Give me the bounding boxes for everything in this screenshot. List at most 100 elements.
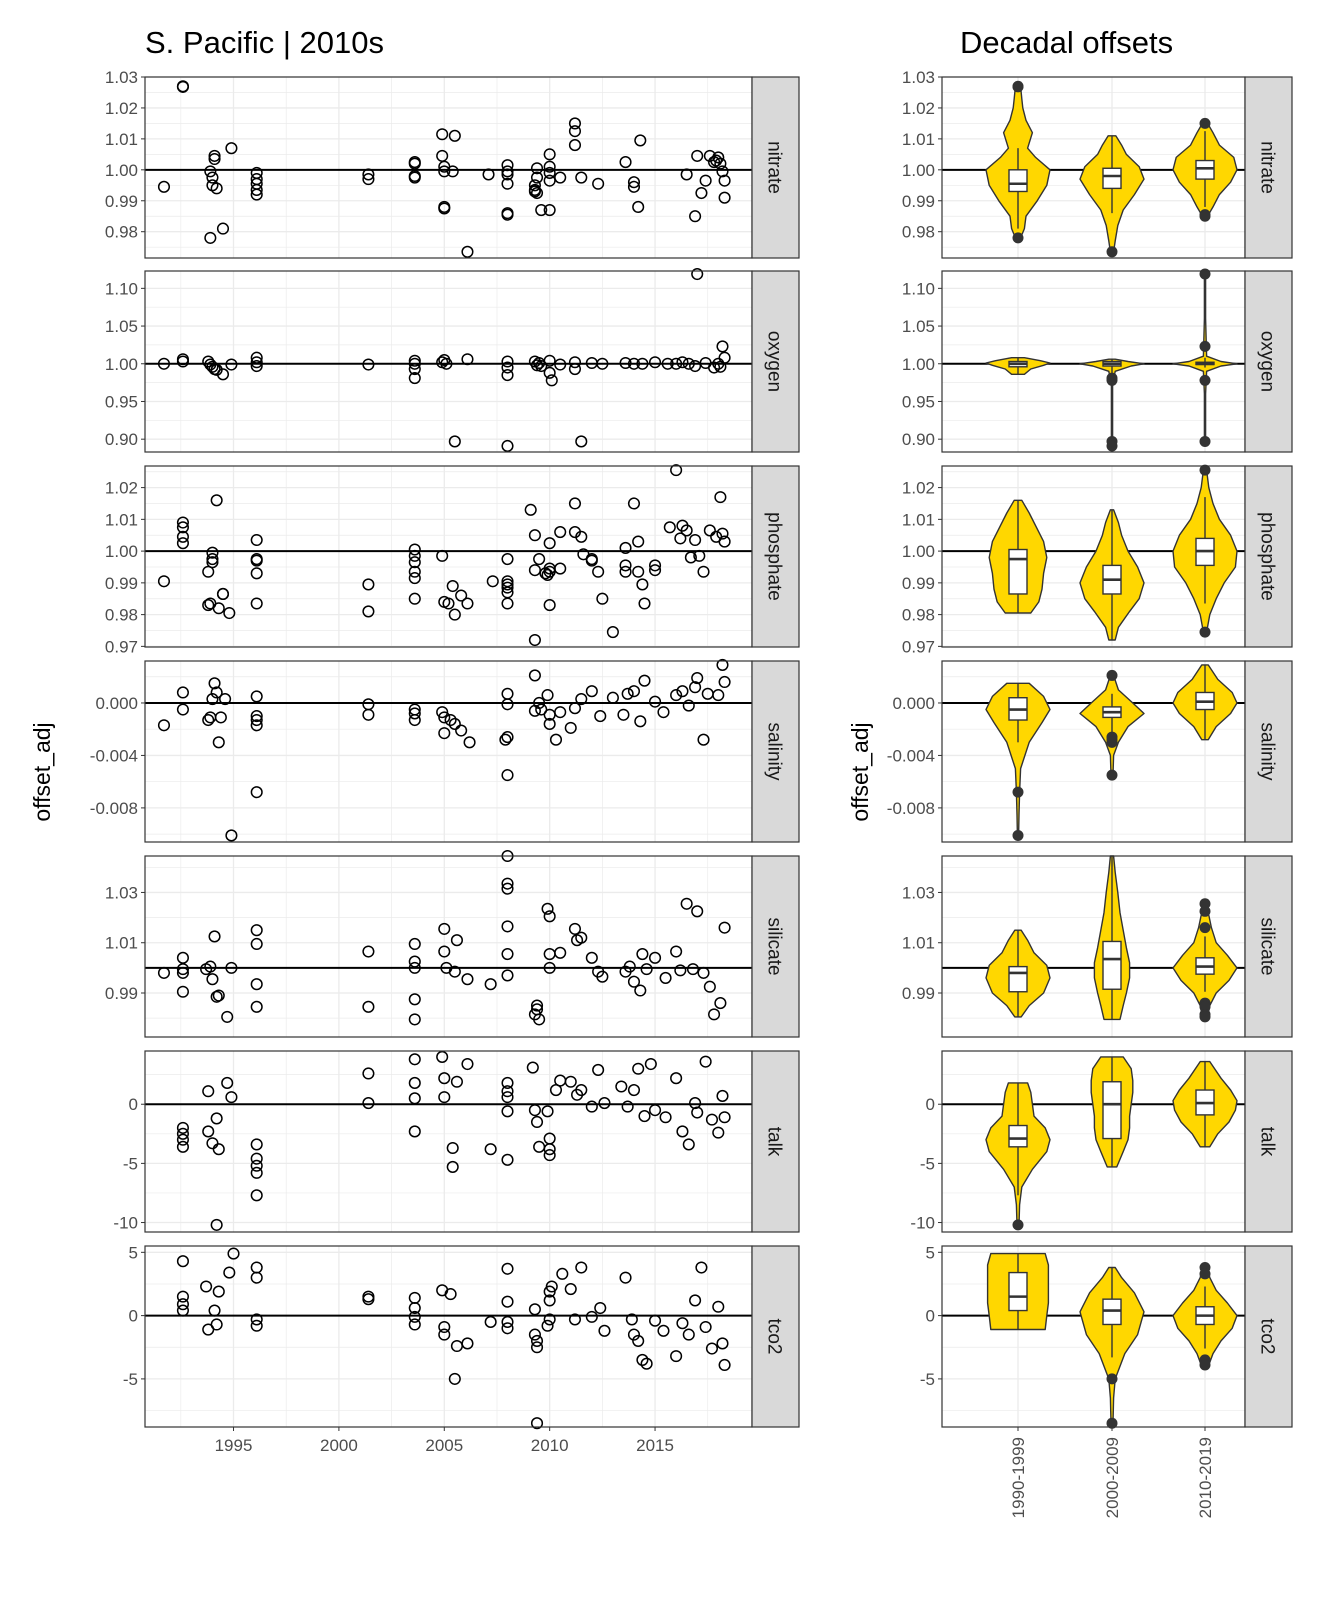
data-point-phosphate	[689, 533, 702, 547]
data-point-tco2	[212, 1285, 225, 1298]
data-point-tco2	[598, 1324, 611, 1337]
data-point-tco2	[438, 1320, 451, 1334]
data-point-phosphate	[206, 556, 219, 569]
data-point-phosphate	[585, 554, 598, 567]
data-point-talk	[501, 1105, 514, 1118]
data-point-oxygen	[501, 361, 514, 374]
data-point-silicate	[501, 920, 514, 933]
data-point-talk	[210, 1218, 223, 1231]
data-point-salinity	[499, 733, 512, 746]
data-point-tco2	[176, 1290, 189, 1303]
data-point-tco2	[250, 1319, 263, 1332]
data-point-salinity	[689, 681, 702, 694]
data-point-phosphate	[176, 521, 189, 534]
outlier-point	[1199, 435, 1211, 447]
data-point-silicate	[438, 922, 451, 935]
data-point-silicate	[554, 946, 567, 959]
violin-y-tick-label: 0.99	[902, 984, 935, 1003]
data-point-phosphate	[619, 565, 632, 578]
data-point-oxygen	[596, 357, 609, 370]
data-point-tco2	[461, 1337, 474, 1350]
data-point-silicate	[250, 978, 263, 991]
data-point-nitrate	[680, 168, 693, 181]
violin-y-tick-label: 1.01	[902, 934, 935, 953]
data-point-phosphate	[528, 633, 541, 647]
data-point-talk	[638, 1110, 651, 1123]
data-point-talk	[501, 1091, 514, 1104]
data-point-oxygen	[408, 362, 421, 376]
outlier-point	[1106, 669, 1118, 681]
data-point-salinity	[408, 713, 421, 727]
scatter-y-tick-label: 0.95	[105, 392, 138, 411]
data-point-salinity	[408, 707, 421, 720]
violin-strip-label: talk	[1257, 1127, 1278, 1157]
data-point-salinity	[225, 829, 238, 842]
data-point-silicate	[501, 969, 514, 982]
data-point-salinity	[448, 717, 461, 731]
data-point-nitrate	[438, 202, 451, 215]
data-point-tco2	[501, 1322, 514, 1335]
data-point-tco2	[200, 1280, 213, 1293]
outlier-point	[1106, 1373, 1118, 1385]
data-point-tco2	[176, 1304, 189, 1317]
data-point-talk	[176, 1127, 189, 1140]
scatter-strip	[751, 855, 800, 1038]
data-point-talk	[408, 1092, 421, 1105]
scatter-panel-title: S. Pacific | 2010s	[145, 25, 384, 60]
outlier-point	[1106, 440, 1118, 452]
outlier-point	[1199, 1011, 1211, 1023]
violin-facet-tco2: -5 0 5 tco2	[920, 1243, 1293, 1429]
scatter-y-tick-label: -5	[123, 1370, 138, 1389]
data-point-nitrate	[714, 157, 727, 170]
violin-y-tick-label: 0.90	[902, 430, 935, 449]
data-point-tco2	[543, 1294, 556, 1307]
violin-y-tick-label: 0	[926, 1307, 935, 1326]
data-point-salinity	[676, 685, 689, 698]
data-point-silicate	[250, 1000, 263, 1013]
data-point-silicate	[438, 945, 451, 958]
data-point-tco2	[484, 1315, 497, 1328]
violin-y-tick-label: 1.10	[902, 279, 935, 298]
data-point-tco2	[625, 1313, 638, 1326]
violin-y-tick-label: 0.95	[902, 392, 935, 411]
data-point-talk	[250, 1138, 263, 1151]
violin-strip	[1244, 465, 1293, 648]
data-point-talk	[501, 1085, 514, 1098]
data-point-phosphate	[543, 599, 556, 612]
data-point-salinity	[670, 689, 683, 702]
violin-y-tick-label: 1.02	[902, 479, 935, 498]
data-point-salinity	[528, 669, 541, 682]
data-point-salinity	[575, 692, 588, 706]
data-point-oxygen	[501, 439, 514, 453]
violin-strip	[1244, 855, 1293, 1038]
data-point-talk	[202, 1125, 215, 1138]
data-point-talk	[699, 1055, 712, 1068]
data-point-silicate	[206, 973, 219, 986]
data-point-phosphate	[674, 532, 687, 545]
data-point-phosphate	[176, 516, 189, 529]
data-point-salinity	[501, 769, 514, 782]
data-point-talk	[250, 1166, 263, 1179]
outlier-point	[1199, 905, 1211, 917]
data-point-silicate	[176, 985, 189, 998]
violin-facet-salinity: -0.008 -0.004 0.000 salinity	[887, 660, 1293, 843]
data-point-salinity	[682, 699, 695, 712]
data-point-silicate	[225, 961, 238, 974]
data-point-salinity	[250, 719, 263, 732]
data-point-silicate	[176, 966, 189, 979]
data-point-phosphate	[216, 587, 230, 601]
data-point-tco2	[636, 1353, 649, 1366]
data-point-tco2	[501, 1315, 514, 1328]
data-point-talk	[438, 1091, 451, 1104]
data-point-oxygen	[501, 369, 514, 382]
data-point-silicate	[533, 1013, 546, 1026]
violin-y-tick-label: 0	[926, 1095, 935, 1114]
data-point-oxygen	[661, 357, 674, 370]
scatter-x-tick-label: 2000	[320, 1436, 358, 1455]
data-point-tco2	[585, 1310, 598, 1323]
scatter-y-tick-label: 1.03	[105, 883, 138, 902]
data-point-nitrate	[448, 129, 461, 142]
violin-x-tick-label: 2000-2009	[1103, 1437, 1122, 1518]
data-point-talk	[408, 1076, 421, 1089]
data-point-nitrate	[619, 156, 632, 169]
